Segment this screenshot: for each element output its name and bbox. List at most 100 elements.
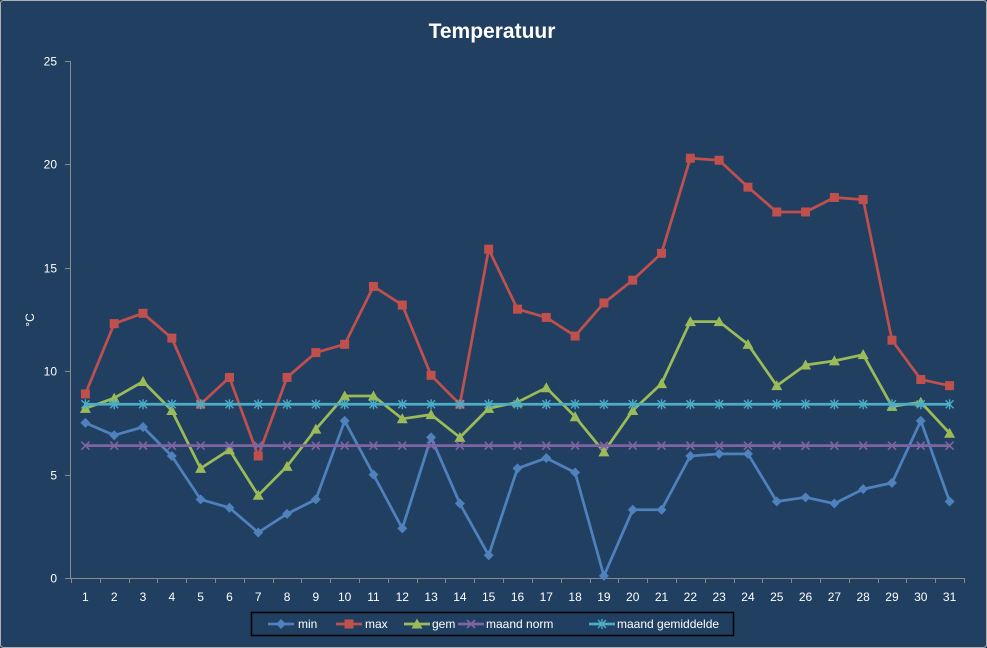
data-point-gem [944, 427, 956, 438]
data-point-maand-gemiddelde [916, 399, 926, 410]
data-point-maand-gemiddelde [570, 399, 580, 410]
x-tick-label: 9 [313, 590, 320, 604]
y-tick-label: 10 [44, 365, 58, 379]
legend-marker-maand-norm [466, 619, 476, 629]
data-point-max [484, 244, 494, 254]
data-point-maand-norm [714, 441, 724, 451]
data-point-gem [396, 413, 408, 424]
data-point-maand-norm [311, 441, 321, 451]
legend-item-gem: gem [404, 617, 455, 631]
data-point-min [339, 415, 350, 426]
data-point-maand-norm [397, 441, 407, 451]
data-point-maand-gemiddelde [196, 399, 206, 410]
x-tick-label: 17 [540, 590, 554, 604]
x-tick-label: 31 [943, 590, 957, 604]
data-point-min [944, 496, 955, 507]
data-point-max [282, 372, 292, 382]
data-point-gem [569, 411, 581, 422]
data-point-max [253, 451, 263, 461]
data-point-gem [684, 316, 696, 327]
data-point-maand-norm [196, 441, 206, 451]
data-point-maand-gemiddelde [858, 399, 868, 410]
data-point-gem [367, 390, 379, 401]
data-point-gem [339, 390, 351, 401]
data-point-max [541, 312, 551, 322]
data-point-maand-gemiddelde [484, 399, 494, 410]
data-point-min [483, 550, 494, 561]
data-point-maand-norm [685, 441, 695, 451]
data-point-maand-norm [80, 441, 90, 451]
data-point-min [886, 477, 897, 488]
x-tick-label: 5 [197, 590, 204, 604]
data-point-min [512, 463, 523, 474]
series-maand-gemiddelde [80, 399, 955, 410]
data-point-min [656, 504, 667, 515]
data-point-gem [310, 423, 322, 434]
data-point-maand-norm [167, 441, 177, 451]
data-point-max [109, 319, 119, 329]
data-point-min [915, 415, 926, 426]
data-point-max [628, 275, 638, 285]
data-point-max [685, 153, 695, 163]
data-point-max [167, 333, 177, 343]
x-tick-label: 15 [482, 590, 496, 604]
chart-title: Temperatuur [429, 20, 556, 43]
data-point-maand-norm [628, 441, 638, 451]
data-point-maand-norm [368, 441, 379, 451]
data-point-max [340, 339, 350, 349]
series-min [80, 415, 955, 581]
data-point-maand-norm [282, 441, 292, 451]
data-point-maand-norm [455, 441, 465, 451]
data-point-gem [137, 376, 149, 387]
data-point-max [513, 304, 522, 314]
data-point-max [772, 207, 782, 217]
legend-label: max [365, 617, 388, 631]
data-point-min [570, 467, 581, 478]
x-tick-label: 29 [885, 590, 899, 604]
data-point-gem [598, 446, 610, 457]
data-point-maand-norm [512, 441, 523, 451]
x-tick-label: 22 [684, 590, 698, 604]
data-point-maand-norm [916, 441, 926, 451]
data-point-maand-norm [945, 441, 955, 451]
data-point-min [771, 496, 782, 507]
x-tick-label: 18 [568, 590, 582, 604]
data-point-maand-norm [570, 441, 580, 451]
data-point-min [714, 448, 725, 459]
legend-item-min: min [268, 617, 317, 631]
data-point-maand-norm [858, 441, 868, 451]
x-tick-label: 11 [367, 590, 380, 604]
data-point-max [311, 348, 321, 358]
data-point-min [742, 448, 753, 459]
x-tick-label: 14 [453, 590, 467, 604]
data-point-maand-norm [887, 441, 897, 451]
data-point-gem [252, 489, 264, 500]
data-point-max [945, 381, 955, 391]
data-point-gem [195, 462, 207, 473]
x-tick-label: 10 [338, 590, 352, 604]
data-point-maand-gemiddelde [714, 399, 724, 410]
data-point-max [801, 207, 811, 217]
data-point-max [887, 335, 897, 345]
data-point-maand-gemiddelde [368, 399, 378, 410]
data-point-min [829, 498, 840, 509]
legend-label: maand norm [486, 617, 553, 631]
x-tick-label: 8 [284, 590, 291, 604]
legend-marker-min [276, 619, 286, 629]
data-point-max [714, 155, 724, 165]
data-point-max [829, 192, 839, 202]
y-tick-label: 20 [44, 158, 58, 172]
legend-label: maand gemiddelde [617, 617, 719, 631]
x-tick-label: 30 [914, 590, 928, 604]
x-tick-label: 12 [396, 590, 410, 604]
x-tick-label: 28 [856, 590, 870, 604]
data-point-min [109, 430, 120, 441]
data-point-min [368, 469, 379, 480]
x-tick-label: 24 [741, 590, 755, 604]
data-point-gem [540, 382, 552, 393]
legend: min max gem maand norm maand gemiddelde [250, 611, 735, 637]
series-maand-norm [80, 441, 955, 451]
data-point-maand-gemiddelde [829, 399, 839, 410]
